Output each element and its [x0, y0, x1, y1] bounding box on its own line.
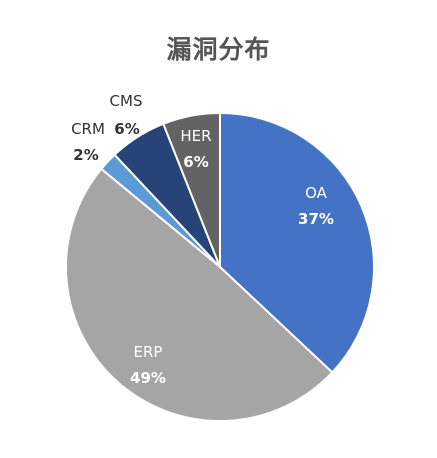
slice-value-her: 6% — [183, 153, 208, 171]
slice-name-her: HER — [180, 127, 211, 145]
slice-name-crm: CRM — [71, 120, 105, 138]
slice-value-erp: 49% — [130, 369, 166, 387]
slice-name-cms: CMS — [110, 92, 143, 110]
slice-name-erp: ERP — [134, 343, 163, 361]
pie-slices — [65, 111, 375, 422]
slice-value-cms: 6% — [114, 120, 139, 138]
chart-title: 漏洞分布 — [166, 35, 271, 64]
slice-name-oa: OA — [305, 184, 328, 202]
pie-slice-her — [162, 111, 221, 268]
pie-slice-erp — [65, 167, 334, 422]
pie-labels: OA 37% ERP 49% CRM 2% CMS 6% HER 6% — [71, 92, 334, 387]
slice-value-crm: 2% — [73, 146, 98, 164]
slice-value-oa: 37% — [298, 210, 334, 228]
pie-slice-oa — [219, 111, 375, 374]
